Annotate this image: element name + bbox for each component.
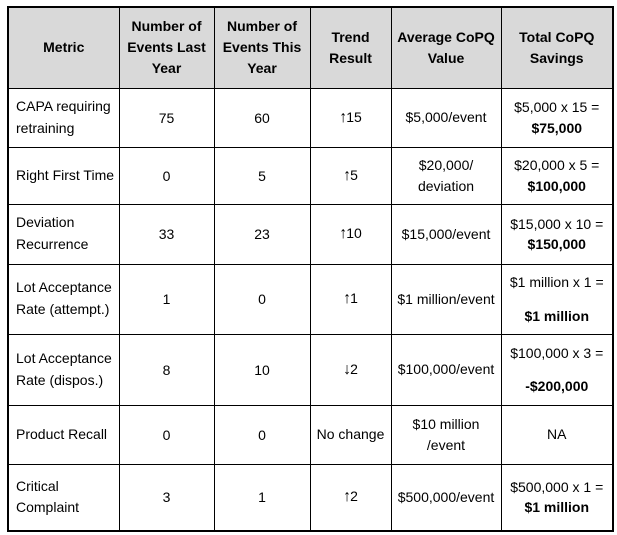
savings-amount: -$200,000 bbox=[525, 378, 589, 394]
trend-up-icon: ↑ bbox=[339, 108, 347, 126]
trend-result-cell: ↑2 bbox=[309, 463, 392, 532]
metric-cell: Critical Complaint bbox=[7, 463, 120, 532]
col-header-total-copq-savings: Total CoPQ Savings bbox=[500, 6, 614, 89]
trend-down-icon: ↓ bbox=[343, 360, 351, 378]
savings-formula: $500,000 x 1 = bbox=[510, 478, 604, 495]
avg-copq-cell: $100,000/event bbox=[390, 333, 502, 406]
trend-value: 2 bbox=[350, 488, 358, 505]
events-this-year-cell: 10 bbox=[213, 333, 311, 406]
total-savings-cell: $500,000 x 1 = $1 million bbox=[500, 463, 614, 532]
avg-copq-cell: $10 million /event bbox=[390, 404, 502, 465]
events-last-year-cell: 75 bbox=[118, 87, 215, 148]
events-this-year-cell: 60 bbox=[213, 87, 311, 148]
savings-amount: $150,000 bbox=[527, 236, 586, 252]
col-header-trend-result: Trend Result bbox=[309, 6, 392, 89]
total-savings-cell: NA bbox=[500, 404, 614, 465]
trend-value: 10 bbox=[346, 225, 362, 241]
events-last-year-cell: 33 bbox=[118, 203, 215, 265]
savings-formula: $1 million x 1 = bbox=[509, 274, 604, 291]
avg-copq-line1: $100,000/event bbox=[397, 361, 495, 378]
col-header-metric: Metric bbox=[7, 6, 120, 89]
savings-formula: $5,000 x 15 = bbox=[514, 99, 600, 116]
metric-cell: Deviation Recurrence bbox=[7, 203, 120, 265]
events-last-year-cell: 1 bbox=[118, 263, 215, 335]
savings-formula: $100,000 x 3 = bbox=[510, 344, 604, 361]
table-row: Lot Acceptance Rate (attempt.) 1 0 ↑1 $1… bbox=[7, 263, 614, 335]
trend-value: 5 bbox=[350, 166, 358, 183]
trend-value: No change bbox=[316, 425, 385, 442]
table-row: Right First Time 0 5 ↑5 $20,000/ deviati… bbox=[7, 146, 614, 205]
savings-amount: $75,000 bbox=[531, 119, 583, 136]
events-this-year-cell: 5 bbox=[213, 146, 311, 205]
avg-copq-line1: $5,000/event bbox=[405, 109, 487, 126]
trend-result-cell: No change bbox=[309, 404, 392, 465]
avg-copq-cell: $15,000/event bbox=[390, 203, 502, 265]
trend-up-icon: ↑ bbox=[343, 488, 351, 506]
avg-copq-line2: deviation bbox=[417, 177, 475, 194]
events-last-year-cell: 3 bbox=[118, 463, 215, 532]
metric-cell: Lot Acceptance Rate (dispos.) bbox=[7, 333, 120, 406]
table-row: CAPA requiring retraining 75 60 ↑15 $5,0… bbox=[7, 87, 614, 148]
avg-copq-cell: $1 million/event bbox=[390, 263, 502, 335]
avg-copq-cell: $5,000/event bbox=[390, 87, 502, 148]
avg-copq-cell: $20,000/ deviation bbox=[390, 146, 502, 205]
trend-up-icon: ↑ bbox=[343, 290, 351, 307]
savings-amount: $1 million bbox=[524, 499, 590, 516]
events-last-year-cell: 8 bbox=[118, 333, 215, 406]
avg-copq-line1: $500,000/event bbox=[397, 489, 495, 506]
total-savings-cell: $20,000 x 5 = $100,000 bbox=[500, 146, 614, 205]
trend-result-cell: ↑5 bbox=[309, 146, 392, 205]
trend-up-icon: ↑ bbox=[339, 225, 347, 242]
avg-copq-line1: $20,000/ bbox=[418, 157, 474, 174]
events-this-year-cell: 1 bbox=[213, 463, 311, 532]
avg-copq-line2: /event bbox=[426, 436, 466, 453]
trend-up-icon: ↑ bbox=[343, 166, 351, 184]
events-last-year-cell: 0 bbox=[118, 404, 215, 465]
col-header-events-this-year: Number of Events This Year bbox=[213, 6, 311, 89]
savings-formula: $15,000 x 10 = bbox=[510, 215, 604, 232]
savings-formula: $20,000 x 5 = bbox=[514, 157, 600, 174]
events-this-year-cell: 0 bbox=[213, 263, 311, 335]
trend-result-cell: ↑1 bbox=[309, 263, 392, 335]
events-this-year-cell: 0 bbox=[213, 404, 311, 465]
metric-cell: Right First Time bbox=[7, 146, 120, 205]
trend-value: 1 bbox=[350, 290, 358, 306]
trend-value: 15 bbox=[346, 108, 362, 125]
col-header-events-last-year: Number of Events Last Year bbox=[118, 6, 215, 89]
metric-cell: Lot Acceptance Rate (attempt.) bbox=[7, 263, 120, 335]
metric-cell: Product Recall bbox=[7, 404, 120, 465]
events-this-year-cell: 23 bbox=[213, 203, 311, 265]
trend-result-cell: ↑15 bbox=[309, 87, 392, 148]
metric-cell: CAPA requiring retraining bbox=[7, 87, 120, 148]
savings-formula: NA bbox=[547, 426, 567, 443]
avg-copq-line1: $10 million bbox=[412, 416, 480, 433]
table-row: Lot Acceptance Rate (dispos.) 8 10 ↓2 $1… bbox=[7, 333, 614, 406]
avg-copq-cell: $500,000/event bbox=[390, 463, 502, 532]
table-row: Deviation Recurrence 33 23 ↑10 $15,000/e… bbox=[7, 203, 614, 265]
table-row: Product Recall 0 0 No change $10 million… bbox=[7, 404, 614, 465]
header-row: Metric Number of Events Last Year Number… bbox=[7, 6, 614, 89]
total-savings-cell: $15,000 x 10 = $150,000 bbox=[500, 203, 614, 265]
avg-copq-line1: $1 million/event bbox=[397, 290, 495, 307]
trend-result-cell: ↓2 bbox=[309, 333, 392, 406]
total-savings-cell: $100,000 x 3 = -$200,000 bbox=[500, 333, 614, 406]
savings-amount: $1 million bbox=[524, 307, 590, 324]
copq-metrics-table: Metric Number of Events Last Year Number… bbox=[7, 6, 614, 532]
trend-result-cell: ↑10 bbox=[309, 203, 392, 265]
total-savings-cell: $1 million x 1 = $1 million bbox=[500, 263, 614, 335]
table-row: Critical Complaint 3 1 ↑2 $500,000/event… bbox=[7, 463, 614, 532]
trend-value: 2 bbox=[350, 360, 358, 377]
avg-copq-line1: $15,000/event bbox=[401, 225, 491, 242]
savings-amount: $100,000 bbox=[527, 177, 586, 194]
events-last-year-cell: 0 bbox=[118, 146, 215, 205]
col-header-average-copq-value: Average CoPQ Value bbox=[390, 6, 502, 89]
total-savings-cell: $5,000 x 15 = $75,000 bbox=[500, 87, 614, 148]
